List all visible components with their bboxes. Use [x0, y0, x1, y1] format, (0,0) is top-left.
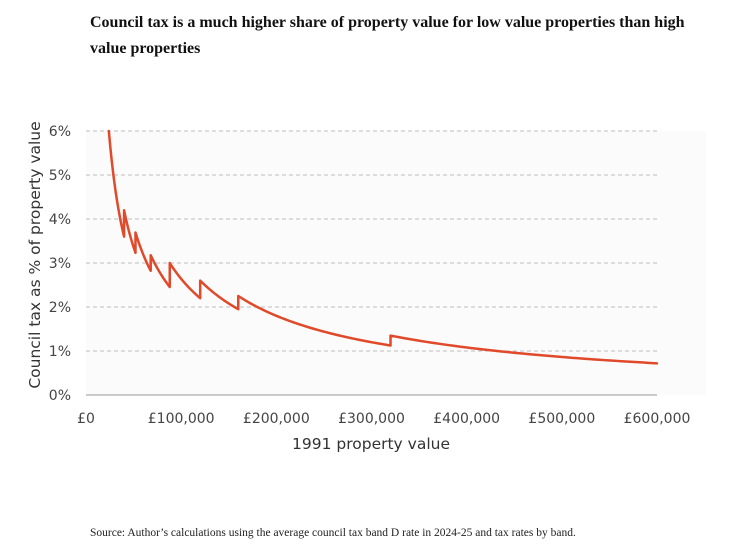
series-group: [107, 129, 659, 365]
y-tick-label: 6%: [49, 124, 71, 140]
y-tick-label: 3%: [49, 256, 71, 272]
y-axis-label: Council tax as % of property value: [26, 121, 44, 388]
x-axis-ticks: £0 £100,000 £200,000 £300,000 £400,000 £500,0…: [77, 411, 690, 427]
y-tick-label: 0%: [49, 388, 71, 404]
x-tick-label: £0: [77, 411, 95, 427]
y-tick-label: 4%: [49, 212, 71, 228]
x-axis-label: 1991 property value: [292, 435, 450, 453]
y-tick-label: 2%: [49, 300, 71, 316]
x-tick-label: £200,000: [243, 411, 310, 427]
x-tick-label: £100,000: [148, 411, 215, 427]
source-note: Source: Author’s calculations using the …: [90, 527, 576, 539]
y-tick-label: 1%: [49, 344, 71, 360]
y-tick-label: 5%: [49, 168, 71, 184]
x-tick-label: £300,000: [338, 411, 405, 427]
x-tick-label: £500,000: [528, 411, 595, 427]
chart-title: Council tax is a much higher share of pr…: [90, 14, 685, 57]
x-tick-label: £400,000: [433, 411, 500, 427]
x-tick-label: £600,000: [624, 411, 691, 427]
y-axis-ticks: 0% 1% 2% 3% 4% 5% 6%: [49, 124, 71, 404]
series-line: [107, 129, 659, 365]
chart: 0% 1% 2% 3% 4% 5% 6% £0 £100,000 £200,000 £300,00…: [26, 121, 691, 453]
